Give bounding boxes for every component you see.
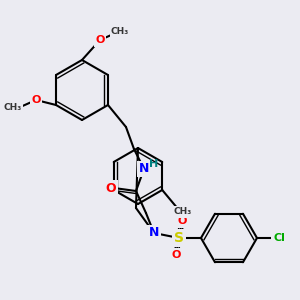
Text: CH₃: CH₃ bbox=[173, 208, 191, 217]
Text: O: O bbox=[171, 250, 181, 260]
Text: O: O bbox=[95, 35, 105, 45]
Text: N: N bbox=[139, 163, 149, 176]
Text: O: O bbox=[177, 216, 187, 226]
Text: H: H bbox=[149, 159, 159, 169]
Text: N: N bbox=[149, 226, 159, 239]
Text: CH₃: CH₃ bbox=[111, 28, 129, 37]
Text: O: O bbox=[31, 95, 41, 105]
Text: S: S bbox=[174, 231, 184, 245]
Text: O: O bbox=[106, 182, 116, 194]
Text: CH₃: CH₃ bbox=[4, 103, 22, 112]
Text: Cl: Cl bbox=[273, 233, 285, 243]
